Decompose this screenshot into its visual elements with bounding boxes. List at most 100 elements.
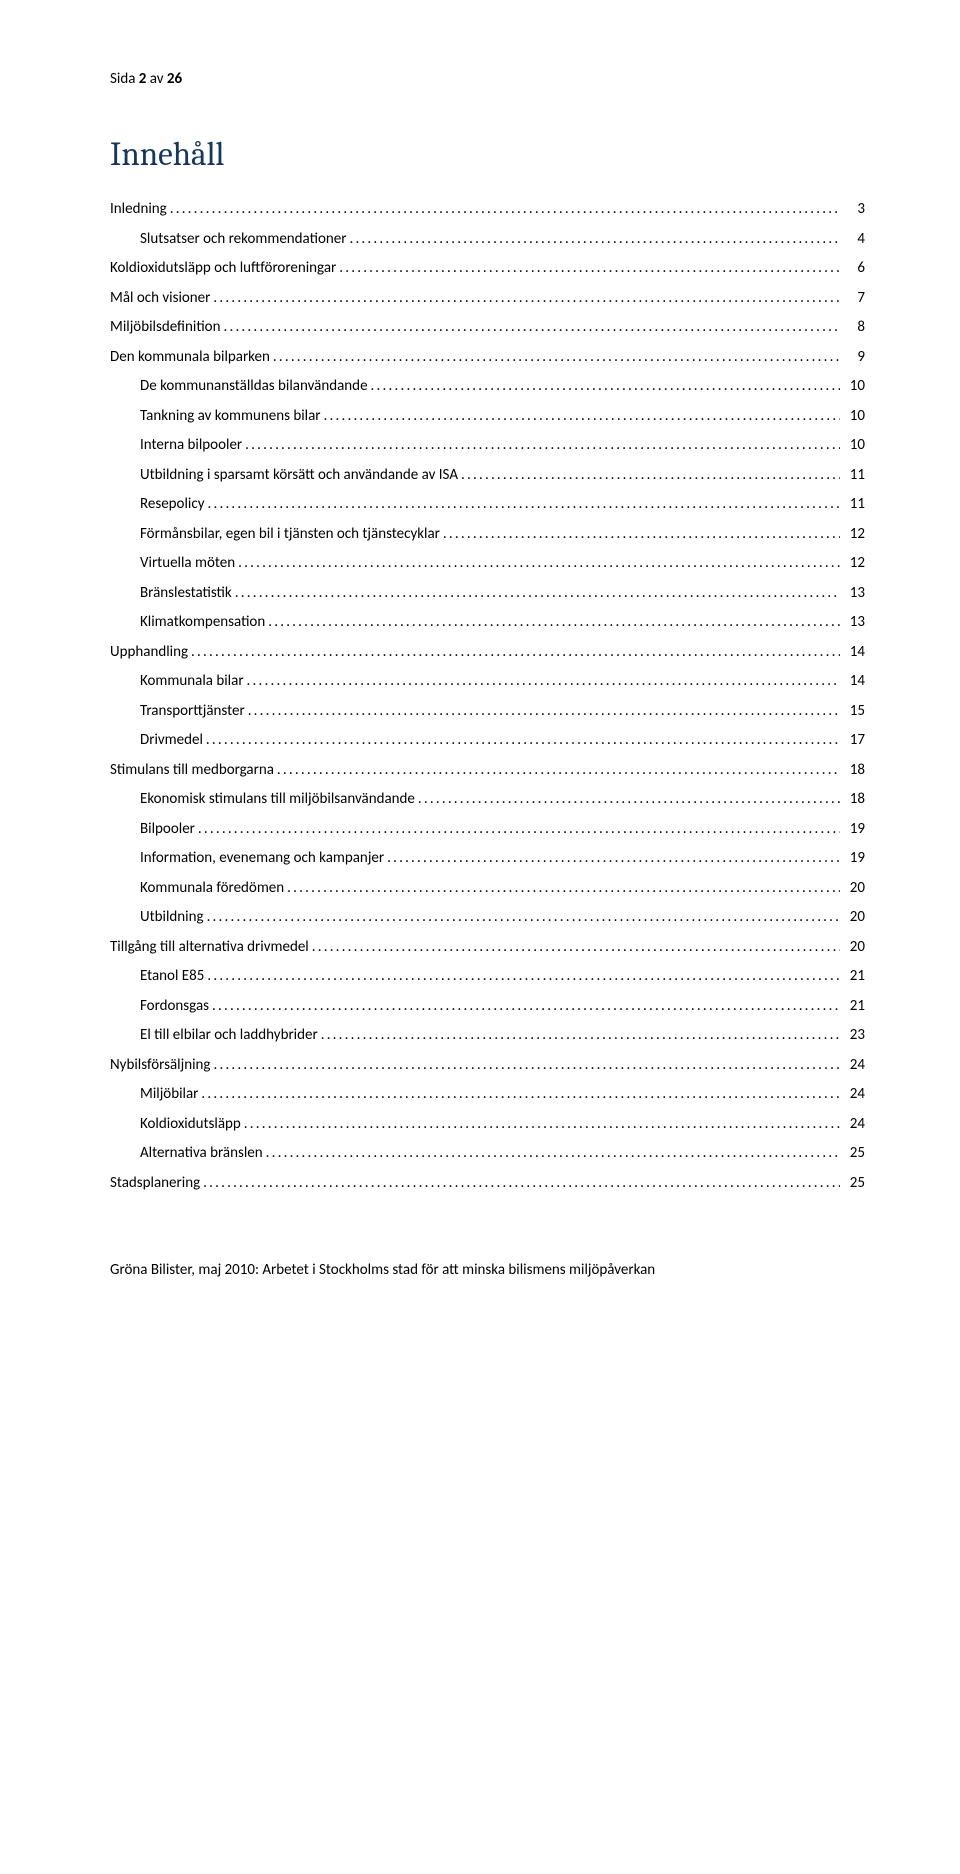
toc-row[interactable]: Transporttjänster15 (140, 704, 865, 719)
toc-label: Kommunala föredömen (140, 881, 284, 896)
toc-page: 14 (843, 645, 865, 660)
toc-label: Koldioxidutsläpp och luftföroreningar (110, 261, 336, 276)
toc-leader (207, 497, 840, 512)
toc-label: Etanol E85 (140, 969, 204, 984)
toc-row[interactable]: Drivmedel17 (140, 733, 865, 748)
toc-row[interactable]: Stadsplanering 25 (110, 1176, 865, 1191)
toc-leader (461, 468, 840, 483)
toc-row[interactable]: Virtuella möten12 (140, 556, 865, 571)
toc-row[interactable]: Miljöbilsdefinition 8 (110, 320, 865, 335)
toc-label: Drivmedel (140, 733, 203, 748)
toc-row[interactable]: Information, evenemang och kampanjer 19 (140, 851, 865, 866)
toc-label: De kommunanställdas bilanvändande (140, 379, 368, 394)
toc-row[interactable]: Interna bilpooler 10 (140, 438, 865, 453)
toc-row[interactable]: Etanol E85 21 (140, 969, 865, 984)
page-header-prefix: Sida (110, 70, 139, 88)
toc-label: Tillgång till alternativa drivmedel (110, 940, 309, 955)
toc-label: Inledning (110, 202, 167, 217)
toc-leader (213, 291, 840, 306)
toc-page: 10 (843, 438, 865, 453)
toc-row[interactable]: Kommunala bilar14 (140, 674, 865, 689)
toc-row[interactable]: Upphandling14 (110, 645, 865, 660)
toc-leader (223, 320, 840, 335)
toc-leader (266, 1146, 840, 1161)
toc-leader (324, 409, 840, 424)
toc-page: 12 (843, 556, 865, 571)
toc-row[interactable]: Fordonsgas 21 (140, 999, 865, 1014)
toc-label: Miljöbilsdefinition (110, 320, 220, 335)
toc-row[interactable]: Den kommunala bilparken 9 (110, 350, 865, 365)
toc-row[interactable]: Inledning3 (110, 202, 865, 217)
toc-leader (312, 940, 840, 955)
toc-page: 8 (843, 320, 865, 335)
toc-page: 15 (843, 704, 865, 719)
toc-page: 13 (843, 615, 865, 630)
toc-leader (349, 232, 840, 247)
toc-row[interactable]: Bilpooler 19 (140, 822, 865, 837)
toc-row[interactable]: Bränslestatistik13 (140, 586, 865, 601)
toc-leader (248, 704, 840, 719)
page-header: Sida 2 av 26 (110, 70, 865, 88)
toc-row[interactable]: Ekonomisk stimulans till miljöbilsanvänd… (140, 792, 865, 807)
toc-leader (170, 202, 840, 217)
toc-leader (245, 438, 840, 453)
toc-row[interactable]: Stimulans till medborgarna18 (110, 763, 865, 778)
toc-leader (268, 615, 840, 630)
toc-label: Interna bilpooler (140, 438, 242, 453)
toc-leader (273, 350, 840, 365)
page-footer: Gröna Bilister, maj 2010: Arbetet i Stoc… (110, 1261, 865, 1279)
toc-row[interactable]: Utbildning20 (140, 910, 865, 925)
page-header-total: 26 (167, 70, 182, 88)
toc-leader (238, 556, 840, 571)
toc-row[interactable]: Koldioxidutsläpp och luftföroreningar6 (110, 261, 865, 276)
toc-title: Innehåll (110, 136, 865, 174)
toc-label: Tankning av kommunens bilar (140, 409, 321, 424)
toc-leader (213, 1058, 840, 1073)
toc-leader (443, 527, 840, 542)
toc-label: Stadsplanering (110, 1176, 200, 1191)
toc-leader (418, 792, 840, 807)
toc-leader (207, 969, 840, 984)
toc-row[interactable]: Tillgång till alternativa drivmedel 20 (110, 940, 865, 955)
toc-page: 19 (843, 851, 865, 866)
toc-label: Fordonsgas (140, 999, 209, 1014)
toc-page: 9 (843, 350, 865, 365)
toc-row[interactable]: Resepolicy 11 (140, 497, 865, 512)
toc-label: Ekonomisk stimulans till miljöbilsanvänd… (140, 792, 415, 807)
table-of-contents: Inledning3 Slutsatser och rekommendatione… (110, 202, 865, 1191)
toc-page: 25 (843, 1176, 865, 1191)
toc-row[interactable]: Utbildning i sparsamt körsätt och använd… (140, 468, 865, 483)
toc-page: 4 (843, 232, 865, 247)
toc-row[interactable]: Kommunala föredömen20 (140, 881, 865, 896)
toc-label: Klimatkompensation (140, 615, 265, 630)
toc-label: Bilpooler (140, 822, 195, 837)
toc-row[interactable]: Tankning av kommunens bilar10 (140, 409, 865, 424)
toc-leader (321, 1028, 840, 1043)
toc-row[interactable]: Klimatkompensation 13 (140, 615, 865, 630)
toc-label: Mål och visioner (110, 291, 210, 306)
toc-page: 21 (843, 999, 865, 1014)
toc-leader (247, 674, 840, 689)
toc-row[interactable]: Koldioxidutsläpp24 (140, 1117, 865, 1132)
page-header-mid: av (146, 70, 167, 88)
toc-row[interactable]: Nybilsförsäljning24 (110, 1058, 865, 1073)
toc-page: 20 (843, 940, 865, 955)
toc-row[interactable]: De kommunanställdas bilanvändande 10 (140, 379, 865, 394)
toc-label: El till elbilar och laddhybrider (140, 1028, 318, 1043)
toc-page: 14 (843, 674, 865, 689)
toc-label: Den kommunala bilparken (110, 350, 270, 365)
toc-row[interactable]: Mål och visioner7 (110, 291, 865, 306)
toc-row[interactable]: El till elbilar och laddhybrider23 (140, 1028, 865, 1043)
toc-row[interactable]: Förmånsbilar, egen bil i tjänsten och tj… (140, 527, 865, 542)
toc-page: 11 (843, 497, 865, 512)
toc-row[interactable]: Slutsatser och rekommendationer4 (140, 232, 865, 247)
toc-row[interactable]: Miljöbilar24 (140, 1087, 865, 1102)
toc-leader (207, 910, 840, 925)
toc-page: 10 (843, 379, 865, 394)
toc-page: 21 (843, 969, 865, 984)
toc-row[interactable]: Alternativa bränslen25 (140, 1146, 865, 1161)
toc-label: Information, evenemang och kampanjer (140, 851, 384, 866)
toc-label: Resepolicy (140, 497, 204, 512)
toc-page: 19 (843, 822, 865, 837)
toc-leader (244, 1117, 840, 1132)
